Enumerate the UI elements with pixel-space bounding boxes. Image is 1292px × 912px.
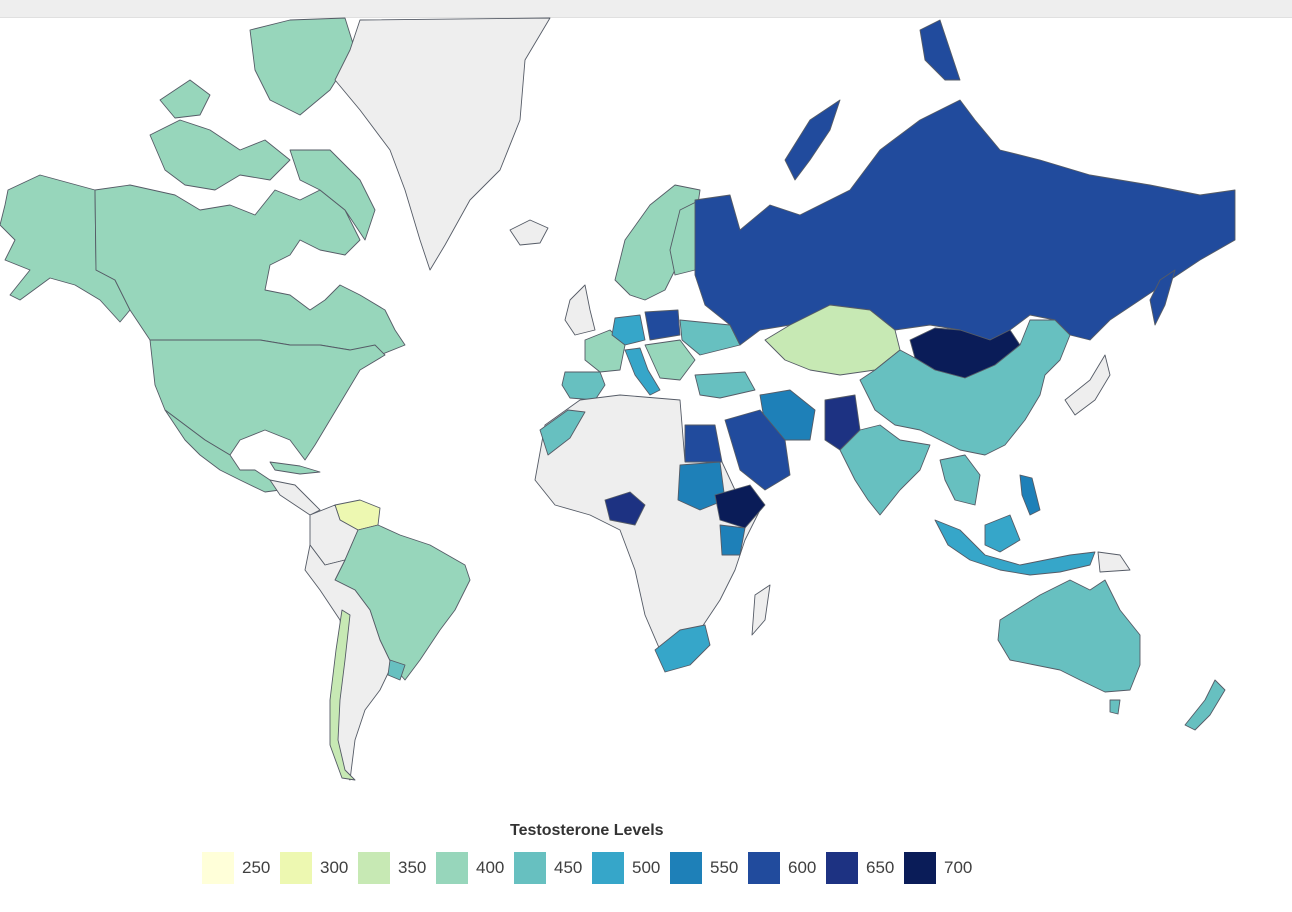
country-ukraine[interactable] (679, 319, 741, 356)
country-indonesia[interactable] (934, 519, 1096, 576)
country-central-america[interactable] (269, 479, 321, 516)
legend-label: 500 (632, 858, 661, 877)
legend-label: 350 (398, 858, 427, 877)
country-kenya[interactable] (719, 524, 746, 556)
country-uruguay[interactable] (387, 659, 406, 681)
country-turkey[interactable] (694, 371, 756, 399)
country-japan[interactable] (1064, 354, 1111, 416)
legend-label: 550 (710, 858, 739, 877)
legend-label: 250 (242, 858, 271, 877)
country-tasmania[interactable] (1109, 699, 1121, 715)
legend-label: 650 (866, 858, 895, 877)
world-map (0, 17, 1236, 781)
legend-label: 300 (320, 858, 349, 877)
legend-title: Testosterone Levels (510, 822, 664, 839)
country-africa-other[interactable] (534, 394, 761, 656)
legend-item[interactable]: 250 (202, 852, 280, 884)
country-saudi[interactable] (724, 409, 791, 491)
country-greenland[interactable] (334, 17, 551, 271)
country-papua[interactable] (1097, 551, 1131, 573)
legend-swatch (826, 852, 858, 884)
country-ethiopia[interactable] (714, 484, 766, 529)
legend-swatch (436, 852, 468, 884)
legend-swatch (280, 852, 312, 884)
country-chile[interactable] (329, 609, 356, 781)
legend-swatch (202, 852, 234, 884)
legend-item[interactable]: 500 (592, 852, 670, 884)
country-poland[interactable] (644, 309, 681, 341)
legend-item[interactable]: 550 (670, 852, 748, 884)
legend-item[interactable]: 350 (358, 852, 436, 884)
legend-item[interactable]: 300 (280, 852, 358, 884)
legend-label: 700 (944, 858, 973, 877)
country-canada-islands-2[interactable] (149, 119, 291, 191)
legend-item[interactable]: 700 (904, 852, 982, 884)
legend: Testosterone Levels 250 300 350 400 450 … (0, 818, 1292, 898)
country-philippines[interactable] (1019, 474, 1041, 516)
country-cuba[interactable] (269, 461, 321, 475)
country-india[interactable] (839, 424, 931, 516)
country-uk[interactable] (564, 284, 596, 336)
country-russia-arctic[interactable] (784, 99, 841, 181)
country-borneo[interactable] (984, 514, 1021, 553)
legend-item[interactable]: 600 (748, 852, 826, 884)
country-canada-islands[interactable] (249, 17, 356, 116)
country-usa[interactable] (149, 339, 386, 461)
country-new-zealand[interactable] (1184, 679, 1226, 731)
country-morocco[interactable] (539, 409, 586, 456)
country-balkans[interactable] (644, 339, 696, 381)
country-china[interactable] (859, 319, 1071, 456)
legend-items: 250 300 350 400 450 500 550 600 (202, 852, 982, 884)
country-australia[interactable] (997, 579, 1141, 693)
top-strip (0, 0, 1292, 18)
country-russia-arctic-2[interactable] (919, 19, 961, 81)
country-iceland[interactable] (509, 219, 549, 246)
country-egypt[interactable] (684, 424, 723, 463)
country-france[interactable] (584, 329, 626, 373)
legend-item[interactable]: 400 (436, 852, 514, 884)
legend-label: 450 (554, 858, 583, 877)
country-nigeria[interactable] (604, 491, 646, 526)
legend-label: 400 (476, 858, 505, 877)
legend-item[interactable]: 450 (514, 852, 592, 884)
country-italy[interactable] (624, 347, 661, 396)
legend-swatch (358, 852, 390, 884)
country-spain[interactable] (561, 371, 606, 401)
legend-swatch (670, 852, 702, 884)
country-germany[interactable] (611, 314, 646, 346)
country-canada-islands-4[interactable] (289, 149, 376, 241)
legend-label: 600 (788, 858, 817, 877)
country-canada-islands-3[interactable] (159, 79, 211, 119)
country-sudan[interactable] (677, 461, 726, 511)
legend-swatch (748, 852, 780, 884)
country-russia-kamchatka[interactable] (1149, 269, 1176, 326)
country-south-africa[interactable] (654, 624, 711, 673)
legend-swatch (592, 852, 624, 884)
legend-item[interactable]: 650 (826, 852, 904, 884)
legend-swatch (514, 852, 546, 884)
legend-swatch (904, 852, 936, 884)
country-madagascar[interactable] (751, 584, 771, 636)
country-se-asia[interactable] (939, 454, 981, 506)
